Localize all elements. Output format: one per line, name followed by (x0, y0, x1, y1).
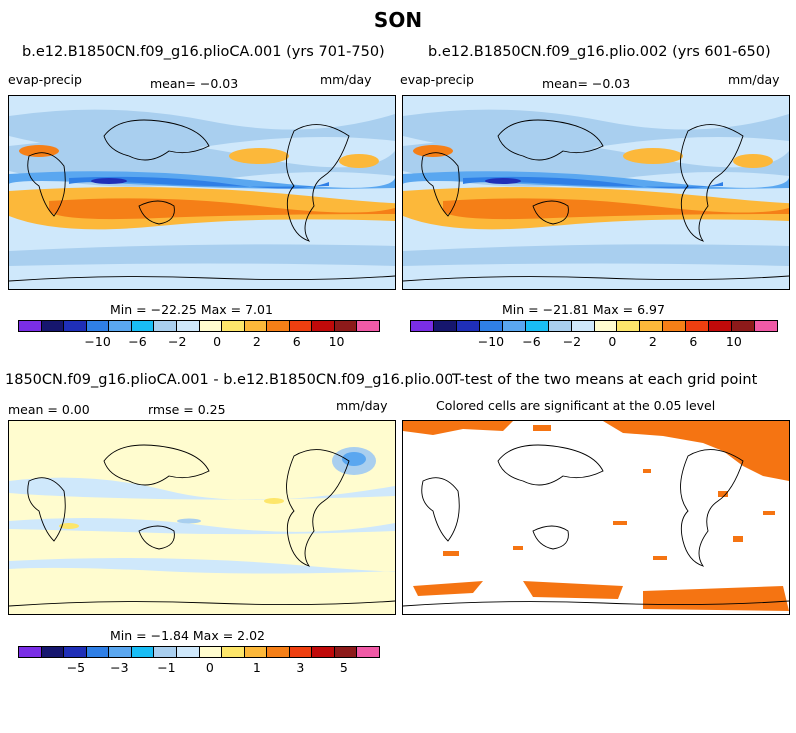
panel2-field (403, 96, 789, 289)
tick-label: 6 (689, 334, 698, 349)
cbar-cell (41, 321, 65, 331)
cbar-cell (154, 647, 177, 657)
panel1-mean: mean= −0.03 (150, 76, 239, 91)
panel4-field (403, 421, 789, 614)
cbar-cell (663, 321, 687, 331)
panel2-title: b.e12.B1850CN.f09_g16.plio.002 (yrs 601-… (428, 44, 771, 60)
cbar-cell (289, 321, 313, 331)
cbar-cell (411, 321, 434, 331)
cbar-cell (176, 647, 200, 657)
cbar-cell (109, 647, 132, 657)
cbar-cell (244, 647, 268, 657)
panel4-subtitle: Colored cells are significant at the 0.0… (436, 398, 716, 413)
cbar-cell (41, 647, 65, 657)
cbar-cell (131, 647, 155, 657)
cbar-cell (19, 321, 42, 331)
cbar-cell (502, 321, 526, 331)
tick-label: 2 (252, 334, 261, 349)
tick-label: −2 (562, 334, 582, 349)
tick-label: −5 (66, 660, 86, 675)
tick-label: 2 (648, 334, 657, 349)
tick-label: 5 (339, 660, 348, 675)
panel3-map (8, 420, 396, 615)
cbar-cell (334, 321, 358, 331)
panel3-minmax: Min = −1.84 Max = 2.02 (110, 628, 265, 643)
cbar-cell (686, 321, 710, 331)
tick-label: 3 (296, 660, 305, 675)
panel1-field (9, 96, 395, 289)
cbar-cell (267, 647, 290, 657)
cbar-cell (222, 321, 245, 331)
panel1-variable: evap-precip (8, 72, 82, 87)
panel3-rmse: rmse = 0.25 (148, 402, 226, 417)
panel1-title: b.e12.B1850CN.f09_g16.plioCA.001 (yrs 70… (22, 44, 385, 60)
cbar-cell (289, 647, 313, 657)
panel2-units: mm/day (728, 72, 780, 87)
cbar-cell (176, 321, 200, 331)
tick-label: −10 (84, 334, 111, 349)
cbar-cell (222, 647, 245, 657)
panel3-units: mm/day (336, 398, 388, 413)
cbar-cell (199, 321, 223, 331)
cbar-cell (19, 647, 42, 657)
panel2-mean: mean= −0.03 (542, 76, 631, 91)
tick-label: 6 (292, 334, 301, 349)
cbar-cell (433, 321, 457, 331)
cbar-cell (525, 321, 549, 331)
tick-label: −6 (128, 334, 147, 349)
cbar-cell (267, 321, 290, 331)
panel1-colorbar (18, 320, 380, 332)
tick-label: 0 (213, 334, 222, 349)
tick-label: −2 (168, 334, 187, 349)
cbar-cell (548, 321, 572, 331)
cbar-cell (357, 647, 379, 657)
tick-label: −6 (522, 334, 541, 349)
cbar-cell (456, 321, 480, 331)
tick-label: 10 (328, 334, 345, 349)
panel1-minmax: Min = −22.25 Max = 7.01 (110, 302, 273, 317)
cbar-cell (732, 321, 756, 331)
panel1-map (8, 95, 396, 290)
panel2-colorbar (410, 320, 778, 332)
panel4-map (402, 420, 790, 615)
tick-label: 10 (725, 334, 742, 349)
cbar-cell (64, 647, 87, 657)
cbar-cell (479, 321, 503, 331)
cbar-cell (86, 647, 110, 657)
cbar-cell (312, 321, 335, 331)
panel3-mean: mean = 0.00 (8, 402, 90, 417)
tick-label: 0 (608, 334, 617, 349)
cbar-cell (244, 321, 268, 331)
cbar-cell (709, 321, 733, 331)
page-title: SON (373, 8, 423, 32)
cbar-cell (571, 321, 595, 331)
panel3-field (9, 421, 395, 614)
panel4-title: T-test of the two means at each grid poi… (452, 372, 758, 388)
panel3-title: 1850CN.f09_g16.plioCA.001 - b.e12.B1850C… (5, 372, 463, 388)
panel1-units: mm/day (320, 72, 372, 87)
tick-label: −3 (110, 660, 129, 675)
cbar-cell (755, 321, 777, 331)
cbar-cell (131, 321, 155, 331)
cbar-cell (617, 321, 641, 331)
cbar-cell (109, 321, 132, 331)
cbar-cell (334, 647, 358, 657)
tick-label: 1 (252, 660, 261, 675)
cbar-cell (154, 321, 177, 331)
tick-label: −1 (157, 660, 176, 675)
cbar-cell (86, 321, 110, 331)
panel2-variable: evap-precip (400, 72, 474, 87)
cbar-cell (312, 647, 335, 657)
cbar-cell (199, 647, 223, 657)
cbar-cell (594, 321, 618, 331)
cbar-cell (64, 321, 87, 331)
panel2-minmax: Min = −21.81 Max = 6.97 (502, 302, 665, 317)
panel3-colorbar (18, 646, 380, 658)
panel2-map (402, 95, 790, 290)
tick-label: 0 (205, 660, 214, 675)
tick-label: −10 (477, 334, 505, 349)
cbar-cell (357, 321, 379, 331)
cbar-cell (640, 321, 664, 331)
